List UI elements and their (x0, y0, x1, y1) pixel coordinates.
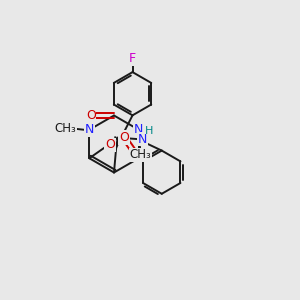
Text: CH₃: CH₃ (54, 122, 76, 135)
Text: H: H (145, 126, 153, 136)
Text: O: O (119, 131, 129, 144)
Text: O: O (105, 138, 115, 151)
Text: N: N (138, 133, 147, 146)
Text: F: F (129, 52, 136, 65)
Text: CH₃: CH₃ (129, 148, 151, 161)
Text: N: N (134, 123, 143, 136)
Text: O: O (86, 109, 96, 122)
Text: N: N (85, 123, 94, 136)
